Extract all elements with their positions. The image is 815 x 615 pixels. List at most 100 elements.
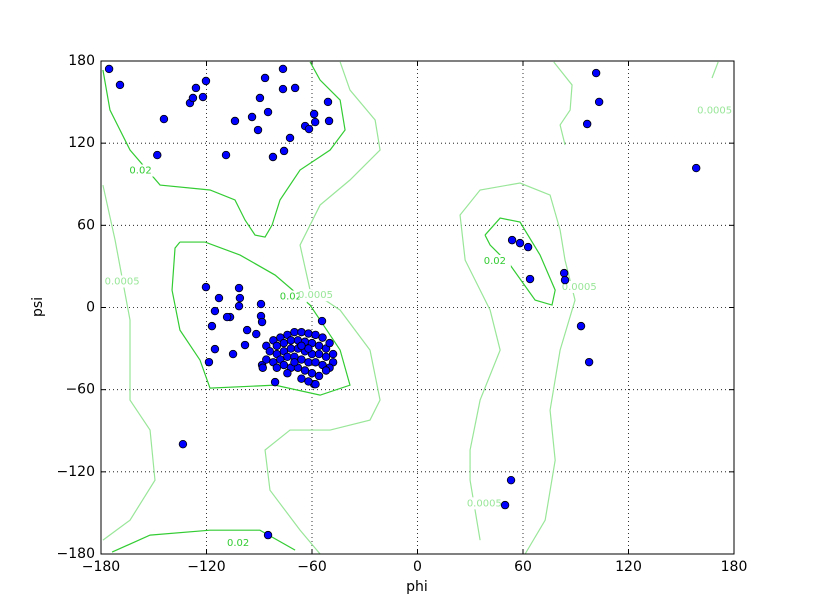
point bbox=[210, 306, 220, 316]
point bbox=[310, 117, 320, 127]
contour-label-bg bbox=[106, 275, 139, 288]
point bbox=[262, 355, 271, 364]
point bbox=[314, 341, 324, 351]
point bbox=[297, 327, 306, 337]
y-tick-label: 60 bbox=[77, 217, 95, 233]
x-tick-label: 0 bbox=[413, 559, 422, 575]
point bbox=[691, 163, 701, 173]
point bbox=[257, 317, 267, 327]
point bbox=[582, 119, 592, 129]
point bbox=[258, 363, 267, 372]
point bbox=[263, 107, 273, 117]
y-tick-label: 120 bbox=[68, 135, 95, 151]
contour-line bbox=[553, 61, 573, 146]
contour-label-bg bbox=[698, 104, 731, 117]
point bbox=[297, 374, 306, 383]
point bbox=[307, 369, 317, 378]
point bbox=[290, 327, 299, 337]
contour-label: 0.0005 bbox=[562, 282, 597, 293]
contour-label: 0.0005 bbox=[697, 105, 732, 116]
point bbox=[228, 349, 238, 359]
point bbox=[283, 352, 292, 361]
point bbox=[515, 238, 525, 248]
x-tick-label: −60 bbox=[297, 559, 327, 575]
point bbox=[576, 321, 586, 331]
point bbox=[314, 349, 324, 359]
point bbox=[594, 97, 604, 107]
point bbox=[311, 330, 320, 340]
point bbox=[201, 282, 211, 292]
x-tick-label: −120 bbox=[187, 559, 225, 575]
point bbox=[325, 338, 334, 348]
point bbox=[270, 377, 280, 387]
point bbox=[324, 116, 334, 126]
point bbox=[311, 358, 320, 367]
y-tick-label: −120 bbox=[57, 464, 95, 480]
point bbox=[272, 363, 282, 372]
point bbox=[278, 64, 288, 74]
contour-label: 0.0005 bbox=[298, 290, 333, 301]
contour-label: 0.0005 bbox=[467, 498, 502, 509]
contour-label: 0.02 bbox=[227, 538, 249, 549]
point bbox=[272, 341, 282, 351]
point bbox=[560, 275, 570, 285]
point bbox=[104, 64, 114, 74]
contour-label: 0.02 bbox=[129, 166, 151, 177]
point bbox=[221, 150, 231, 160]
point bbox=[300, 366, 310, 375]
y-tick-label: 0 bbox=[86, 300, 95, 316]
plot-frame bbox=[100, 60, 735, 555]
contour-label-bg bbox=[222, 537, 255, 550]
contour-label-bg bbox=[274, 290, 307, 303]
point bbox=[279, 338, 289, 348]
point bbox=[317, 316, 327, 326]
contour-line bbox=[102, 184, 156, 541]
point bbox=[290, 83, 300, 93]
point bbox=[115, 80, 125, 90]
point bbox=[207, 321, 217, 331]
point bbox=[304, 344, 313, 353]
contour-label-bg bbox=[478, 254, 511, 267]
point bbox=[297, 341, 306, 351]
point bbox=[191, 83, 201, 93]
point bbox=[304, 377, 313, 386]
point bbox=[178, 439, 188, 449]
point bbox=[263, 530, 273, 540]
contour-label-bg bbox=[563, 280, 596, 293]
point bbox=[255, 93, 265, 103]
contour-line bbox=[711, 61, 719, 79]
point bbox=[188, 93, 198, 103]
point bbox=[214, 293, 224, 303]
point bbox=[309, 109, 319, 119]
point bbox=[279, 360, 289, 370]
point bbox=[234, 283, 244, 293]
contour-label: 0.02 bbox=[484, 256, 506, 267]
contour-line bbox=[459, 182, 576, 555]
point bbox=[278, 84, 288, 94]
x-tick-label: −180 bbox=[82, 559, 120, 575]
contour-label-bg bbox=[299, 289, 332, 302]
x-tick-label: 180 bbox=[721, 559, 748, 575]
point bbox=[247, 112, 257, 122]
point bbox=[500, 500, 510, 510]
point bbox=[506, 475, 516, 485]
point bbox=[201, 76, 211, 86]
point bbox=[507, 235, 517, 245]
x-tick-label: 120 bbox=[615, 559, 642, 575]
point bbox=[304, 358, 313, 367]
contour-label-bg bbox=[124, 164, 157, 177]
point bbox=[591, 68, 601, 78]
point bbox=[304, 329, 313, 338]
point bbox=[252, 329, 261, 339]
y-tick-label: 180 bbox=[68, 53, 95, 69]
contour-label: 0.02 bbox=[280, 292, 302, 303]
x-tick-label: 60 bbox=[514, 559, 532, 575]
point bbox=[283, 369, 292, 378]
y-axis-label: psi bbox=[30, 297, 46, 317]
point bbox=[328, 349, 338, 359]
point bbox=[525, 274, 535, 284]
point bbox=[286, 344, 296, 353]
point bbox=[230, 116, 240, 126]
y-tick-label: −60 bbox=[65, 382, 95, 398]
